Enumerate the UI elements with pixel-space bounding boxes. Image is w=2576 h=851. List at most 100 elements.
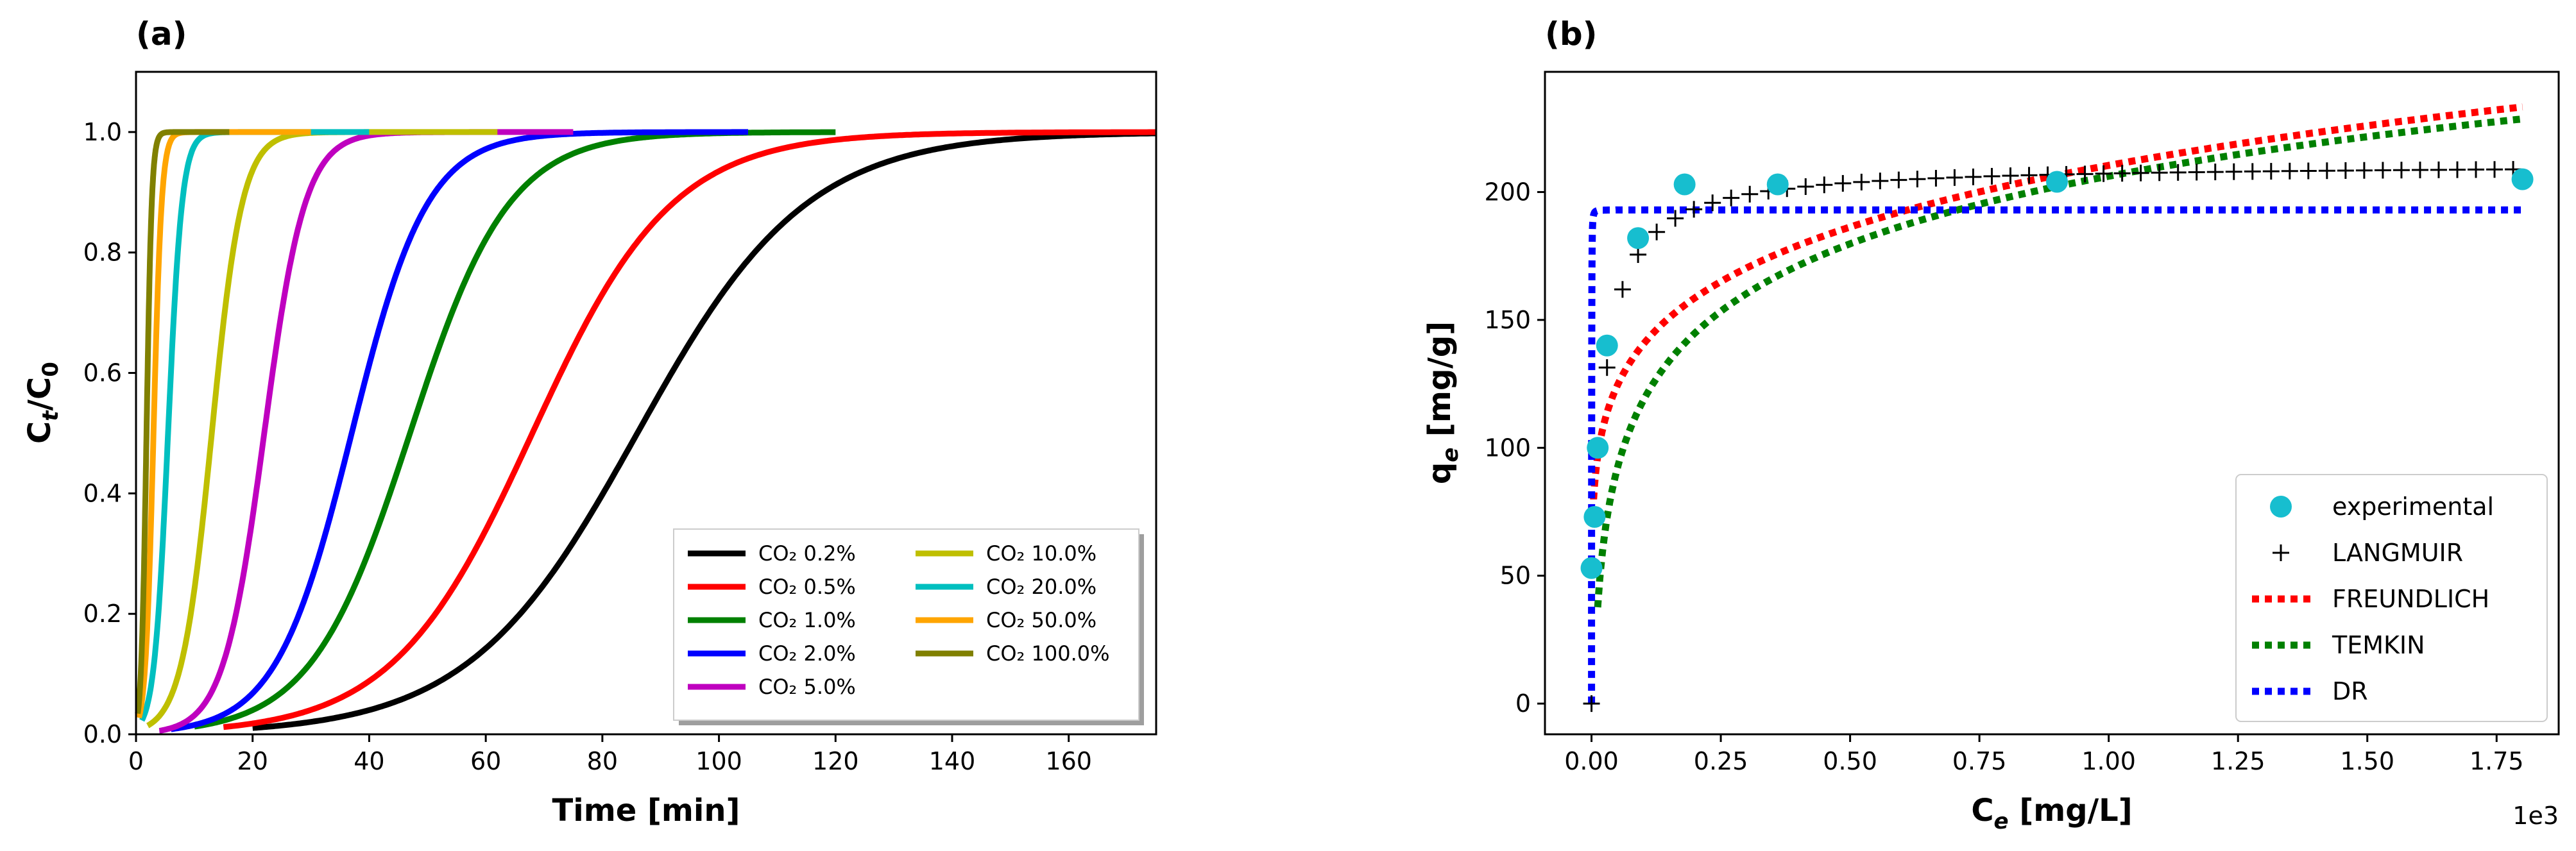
panel-b-langmuir-marker [1872,173,1889,190]
panel-a-x-tick-label: 140 [929,747,976,775]
panel-b-langmuir-marker [2318,162,2335,180]
panel-b-langmuir-marker [1614,281,1631,298]
panel-b-langmuir-marker [1630,246,1647,264]
panel-a-x-tick-label: 20 [237,747,268,775]
panel-b-langmuir-marker [1946,169,1963,186]
panel-b-langmuir-marker [2393,162,2410,179]
panel-b-langmuir-marker [2113,165,2131,182]
panel-b-langmuir-marker [1704,194,1721,212]
panel-a-y-ticks: 0.0 0.2 0.4 0.6 0.8 1.0 [83,118,136,748]
panel-b-y-tick-label: 150 [1484,306,1531,334]
panel-b-y-tick-label: 200 [1484,178,1531,206]
panel-b-langmuir-marker [2206,164,2224,181]
panel-b-legend-label: DR [2332,677,2368,705]
panel-b-langmuir-marker [1853,173,1870,190]
panel-b-langmuir-marker [1583,695,1600,712]
panel-a-x-axis-label: Time [min] [552,793,740,829]
panel-b-langmuir-marker [1983,167,2000,185]
panel-a-legend-label: CO₂ 1.0% [758,608,856,632]
panel-a-series-line [169,129,750,732]
panel-a-legend-box [673,528,1139,721]
panel-b-experimental-point [2511,168,2534,190]
panel-b-y-tick-label: 100 [1484,434,1531,462]
panel-b-langmuir-marker [2169,164,2187,181]
panel-b-chart: (b) 0.00 0.25 0.50 0.75 1.00 1.25 1.50 1.75 0 50… [1422,15,2560,834]
panel-a-y-axis-label: Ct/C0 [22,362,64,444]
panel-b-freundlich-curve [1590,103,2523,500]
panel-b-x-tick-label: 0.00 [1564,747,1619,775]
panel-b-dr-curve [1588,206,2523,704]
panel-a-y-tick-label: 0.8 [83,239,122,267]
panel-b-x-axis-label: Ce [mg/L] [1971,793,2132,834]
panel-a-series-line [252,130,1157,731]
panel-b-langmuir-marker [2002,167,2019,185]
panel-b-x-ticks: 0.00 0.25 0.50 0.75 1.00 1.25 1.50 1.75 [1564,734,2524,775]
panel-b-y-axis-label: qe [mg/g] [1422,321,1463,484]
panel-b-x-tick-label: 1.25 [2211,747,2265,775]
panel-b-langmuir-marker [2244,163,2261,180]
panel-a-x-tick-label: 160 [1045,747,1092,775]
panel-b-x-tick-label: 1.75 [2469,747,2524,775]
panel-a-x-tick-label: 40 [354,747,384,775]
panel-b-langmuir-marker [1741,185,1759,203]
panel-a-legend-label: CO₂ 0.2% [758,541,856,566]
panel-b-langmuir-marker [1598,359,1616,376]
panel-a-x-tick-label: 0 [128,747,144,775]
panel-b-x-tick-label: 1.50 [2340,747,2394,775]
panel-b-experimental-point [1766,173,1789,196]
panel-b-experimental-point [1596,334,1618,357]
panel-a-legend-label: CO₂ 10.0% [986,541,1096,566]
panel-b-langmuir-marker [1685,201,1703,218]
panel-b-langmuir-marker [2374,162,2391,179]
panel-a-x-ticks: 0 20 40 60 80 100 120 140 160 [128,734,1092,775]
panel-b-langmuir-marker [2411,162,2428,179]
panel-b-langmuir-marker [1890,171,1907,189]
panel-a-x-tick-label: 80 [587,747,618,775]
panel-b-legend-box [2235,474,2548,722]
panel-b-legend-label: LANGMUIR [2332,539,2463,567]
panel-b-experimental-point [1583,505,1606,528]
panel-b-legend-swatch [2273,544,2289,561]
panel-a-x-tick-label: 60 [470,747,501,775]
panel-a-series-line [139,129,371,723]
panel-a-legend-label: CO₂ 50.0% [986,608,1096,632]
panel-b-experimental-point [1580,557,1603,579]
panel-a-y-tick-label: 1.0 [83,118,122,146]
panel-b-langmuir-marker [2188,164,2205,181]
panel-b-langmuir-marker [1797,178,1814,195]
panel-b-legend-label: experimental [2332,493,2494,521]
panel-b-y-ticks: 0 50 100 150 200 [1484,178,1545,718]
panel-a-x-tick-label: 100 [695,747,742,775]
panel-b-legend: experimental LANGMUIR FREUNDLICH TEMKIN DR [2235,474,2548,722]
panel-b-langmuir-marker [2281,162,2298,180]
panel-b-temkin-curve [1594,115,2523,608]
panel-a-y-tick-label: 0.4 [83,479,122,507]
panel-b-x-tick-label: 1.00 [2081,747,2136,775]
panel-a-legend: CO₂ 0.2% CO₂ 0.5% CO₂ 1.0% CO₂ 2.0% CO₂ 5.0%… [673,528,1144,725]
panel-a-frame [135,71,1157,736]
panel-b-langmuir-marker [2151,164,2168,181]
panel-b-experimental-point [1627,227,1650,249]
panel-b-x-tick-label: 0.25 [1694,747,1748,775]
panel-a-y-tick-label: 0.2 [83,600,122,628]
panel-a-series-line [157,129,576,734]
panel-b-langmuir-marker [2430,161,2447,178]
panel-b-langmuir-marker [2225,163,2242,180]
panel-b-legend-label: TEMKIN [2332,631,2425,659]
panel-b-langmuir-marker [1667,210,1684,227]
panel-b-langmuir-marker [2449,161,2466,178]
panel-b-experimental-point [2046,171,2068,193]
panel-b-x-tick-label: 0.50 [1823,747,1877,775]
panel-a-legend-label: CO₂ 0.5% [758,575,856,599]
panel-a-label: (a) [136,15,187,53]
panel-b-langmuir-marker [2132,164,2149,181]
panel-b-langmuir-marker [2486,161,2503,178]
panel-b-langmuir-marker [1834,174,1852,192]
panel-b-legend-label: FREUNDLICH [2332,585,2489,613]
panel-b-langmuir-marker [2337,162,2354,179]
panel-b-langmuir-marker [2299,162,2317,180]
panel-b-langmuir-marker [1816,176,1833,194]
panel-a-legend-label: CO₂ 20.0% [986,575,1096,599]
panel-b-langmuir-marker [1909,171,1926,188]
